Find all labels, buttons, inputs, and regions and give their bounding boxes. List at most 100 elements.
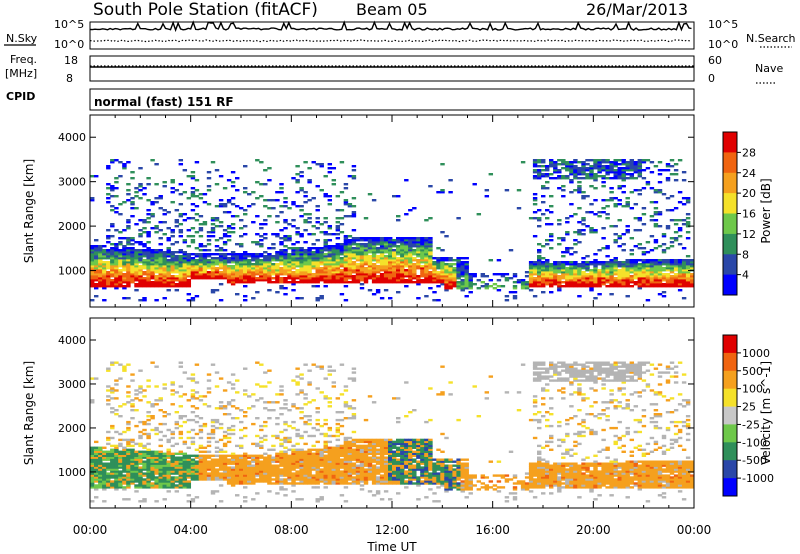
power-cell	[130, 253, 135, 256]
power-cell	[323, 175, 328, 178]
power-cell	[528, 265, 534, 268]
power-cell	[138, 185, 143, 188]
power-cell	[420, 245, 425, 248]
velocity-cell	[166, 482, 171, 485]
power-cell	[464, 275, 469, 278]
velocity-cell	[226, 468, 232, 471]
velocity-cell	[259, 454, 264, 457]
velocity-cell	[243, 458, 248, 461]
velocity-cell	[174, 422, 180, 426]
power-cell	[573, 167, 578, 170]
velocity-cell	[90, 399, 95, 402]
power-cell	[235, 261, 240, 264]
velocity-cell	[295, 470, 300, 473]
velocity-cell	[138, 482, 143, 485]
velocity-cell	[267, 474, 272, 477]
velocity-cell	[243, 434, 248, 438]
velocity-cell	[102, 472, 107, 475]
velocity-cell	[291, 482, 296, 485]
power-cell	[351, 267, 357, 270]
velocity-cell	[146, 484, 151, 487]
velocity-cell	[206, 466, 212, 469]
power-cell	[661, 273, 667, 276]
power-cell	[110, 247, 115, 250]
velocity-cell	[339, 452, 345, 455]
power-cell	[174, 265, 180, 268]
velocity-cell	[323, 468, 328, 471]
power-cell	[347, 281, 353, 284]
velocity-cell	[170, 403, 175, 406]
power-cell	[565, 275, 570, 278]
power-cell	[456, 277, 461, 280]
power-cell	[641, 247, 647, 250]
power-cell	[363, 259, 369, 262]
power-cell	[424, 271, 429, 274]
power-cell	[94, 249, 99, 252]
power-cell	[222, 241, 228, 244]
power-cell	[673, 261, 679, 264]
velocity-cell	[239, 458, 244, 461]
power-cell	[379, 259, 385, 262]
power-cell	[247, 267, 252, 270]
velocity-cell	[291, 460, 296, 463]
power-cell	[154, 261, 159, 264]
power-cell	[484, 275, 490, 278]
power-cell	[645, 275, 651, 278]
power-cell	[557, 275, 562, 278]
power-cell	[367, 259, 373, 262]
power-cell	[162, 185, 167, 188]
power-cell	[319, 247, 324, 250]
velocity-cell	[307, 422, 312, 426]
velocity-cell	[154, 385, 159, 388]
velocity-cell	[331, 450, 337, 453]
velocity-cell	[114, 464, 119, 467]
power-cell	[464, 283, 469, 286]
power-cell	[275, 233, 280, 236]
power-cell	[452, 279, 457, 282]
power-cell	[311, 253, 316, 256]
power-cell	[593, 273, 598, 276]
velocity-cell	[343, 472, 349, 475]
power-cell	[283, 263, 288, 266]
power-cell	[685, 285, 691, 288]
power-cell	[263, 169, 268, 172]
velocity-cell	[130, 440, 135, 444]
power-cell	[239, 263, 244, 266]
power-cell	[601, 267, 606, 270]
power-cell	[279, 241, 284, 244]
velocity-cell	[130, 399, 135, 402]
velocity-cell	[295, 456, 300, 459]
power-cell	[319, 189, 324, 192]
velocity-cell	[150, 454, 155, 457]
power-cell	[420, 249, 425, 252]
power-cell	[633, 217, 639, 220]
velocity-cell	[122, 476, 127, 479]
power-cell	[641, 279, 647, 282]
power-cell	[198, 275, 204, 278]
velocity-cell	[267, 401, 272, 404]
velocity-cell	[307, 470, 312, 473]
power-cell	[379, 279, 385, 282]
velocity-cell	[190, 472, 196, 475]
power-cell	[589, 231, 594, 234]
velocity-cell	[283, 480, 288, 483]
power-cell	[182, 261, 188, 264]
velocity-cell	[319, 452, 324, 455]
power-cell	[198, 277, 204, 280]
velocity-cell	[126, 486, 131, 489]
power-cell	[383, 265, 389, 268]
power-cell	[392, 263, 397, 266]
power-cell	[122, 269, 127, 272]
power-cell	[295, 247, 300, 250]
power-cell	[110, 209, 115, 212]
power-cell	[287, 277, 292, 280]
power-cell	[222, 275, 228, 278]
velocity-cell	[90, 484, 95, 487]
velocity-cell	[214, 476, 220, 479]
velocity-cell	[275, 458, 280, 461]
velocity-cell	[243, 486, 248, 489]
power-cell	[206, 265, 212, 268]
power-cell	[335, 225, 341, 228]
power-cell	[597, 171, 602, 174]
velocity-cell	[162, 411, 167, 414]
